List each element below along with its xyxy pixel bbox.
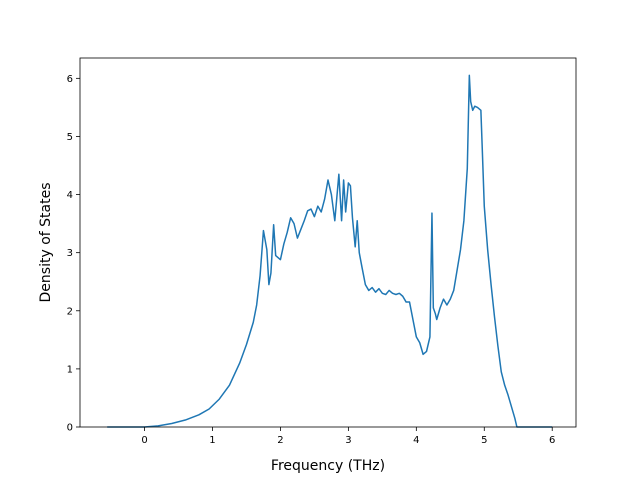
- y-tick-label: 1: [67, 364, 73, 375]
- y-tick-label: 6: [67, 74, 73, 85]
- x-tick-label: 3: [345, 435, 351, 446]
- dos-series-line: [107, 74, 553, 428]
- x-tick-label: 2: [277, 435, 283, 446]
- y-tick-label: 2: [67, 306, 73, 317]
- y-tick-group: 0 1 2 3 4 5 6: [67, 74, 80, 434]
- y-tick-label: 4: [67, 190, 73, 201]
- y-tick-label: 5: [67, 132, 73, 143]
- plot-frame: [79, 57, 577, 428]
- x-tick-label: 0: [141, 435, 147, 446]
- x-tick-label: 1: [209, 435, 215, 446]
- x-tick-label: 5: [481, 435, 487, 446]
- x-tick-label: 4: [413, 435, 419, 446]
- y-axis-label: Density of States: [38, 183, 54, 303]
- plot-lines-group: [107, 74, 553, 428]
- y-tick-label: 0: [67, 423, 73, 434]
- x-tick-label: 6: [549, 435, 555, 446]
- x-tick-group: 0 1 2 3 4 5 6: [141, 427, 555, 446]
- y-tick-label: 3: [67, 248, 73, 259]
- x-axis-label: Frequency (THz): [271, 458, 385, 474]
